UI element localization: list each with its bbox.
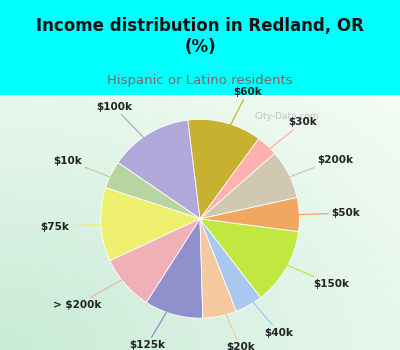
Wedge shape [110, 219, 200, 302]
Text: Hispanic or Latino residents: Hispanic or Latino residents [107, 74, 293, 87]
Text: $60k: $60k [218, 87, 262, 149]
Wedge shape [200, 219, 261, 311]
Text: $30k: $30k [248, 117, 317, 166]
Wedge shape [200, 153, 297, 219]
Wedge shape [188, 119, 259, 219]
Text: $125k: $125k [129, 288, 181, 350]
Text: Income distribution in Redland, OR
(%): Income distribution in Redland, OR (%) [36, 17, 364, 56]
Wedge shape [200, 219, 298, 298]
Text: $100k: $100k [96, 102, 163, 158]
Wedge shape [146, 219, 203, 318]
Text: $150k: $150k [262, 254, 350, 289]
Text: $20k: $20k [214, 289, 255, 350]
Wedge shape [200, 219, 236, 318]
Text: $50k: $50k [272, 208, 360, 218]
Wedge shape [200, 139, 275, 219]
Text: $75k: $75k [40, 222, 128, 232]
Text: $10k: $10k [54, 156, 136, 187]
Wedge shape [118, 120, 200, 219]
Text: $200k: $200k [264, 155, 353, 187]
Wedge shape [106, 163, 200, 219]
Text: > $200k: > $200k [53, 266, 146, 310]
Text: $40k: $40k [235, 281, 294, 338]
Text: City-Data.com: City-Data.com [255, 112, 319, 121]
Wedge shape [101, 188, 200, 261]
Wedge shape [200, 197, 300, 232]
